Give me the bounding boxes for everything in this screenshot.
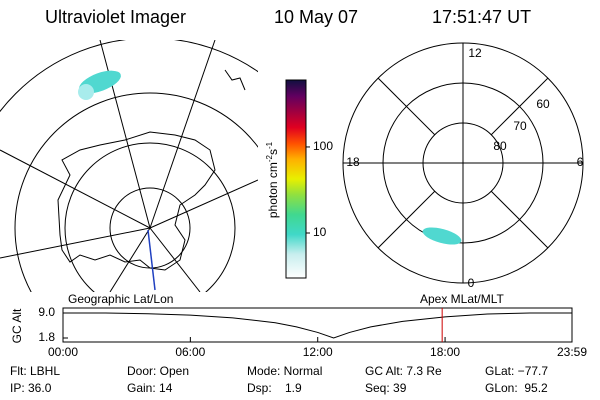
info-field: Dsp: 1.9 [247, 381, 302, 395]
mlt-label: 0 [468, 276, 475, 290]
info-field: Door: Open [127, 364, 189, 378]
colorbar-tick-label: 100 [313, 139, 333, 153]
title: Ultraviolet Imager [45, 7, 186, 27]
colorbar [285, 79, 307, 279]
colorbar-label: photon cm-2s-1 [265, 141, 280, 218]
x-tick-label: 00:00 [48, 345, 78, 359]
mlat-label: 70 [513, 119, 527, 133]
info-field: GLon: 95.2 [485, 381, 548, 395]
mlat-label: 60 [536, 97, 550, 111]
polar-label: Apex MLat/MLT [420, 292, 504, 306]
geo-map [0, 40, 258, 292]
y-axis-label: GC Alt [10, 308, 24, 343]
mlt-label: 6 [577, 155, 584, 169]
x-tick-label: 12:00 [303, 345, 333, 359]
time: 17:51:47 UT [432, 7, 531, 27]
info-field: GLat: −77.7 [485, 364, 548, 378]
info-field: GC Alt: 7.3 Re [365, 364, 442, 378]
mlt-label: 18 [346, 155, 360, 169]
x-tick-label: 06:00 [175, 345, 205, 359]
info-field: Flt: LBHL [10, 364, 60, 378]
mlat-label: 80 [493, 139, 507, 153]
x-tick-label: 18:00 [430, 345, 460, 359]
colorbar-tick-label: 10 [313, 225, 327, 239]
geo-label: Geographic Lat/Lon [68, 292, 173, 306]
altitude-line [63, 312, 572, 339]
info-field: Mode: Normal [247, 364, 322, 378]
info-field: IP: 36.0 [10, 381, 52, 395]
x-tick-label: 23:59 [557, 345, 587, 359]
info-field: Gain: 14 [127, 381, 173, 395]
polar-plot [342, 42, 584, 284]
y-tick-label: 1.8 [38, 330, 55, 344]
y-tick-label: 9.0 [38, 305, 55, 319]
info-field: Seq: 39 [365, 381, 407, 395]
date: 10 May 07 [274, 7, 358, 27]
mlt-label: 12 [468, 46, 482, 60]
